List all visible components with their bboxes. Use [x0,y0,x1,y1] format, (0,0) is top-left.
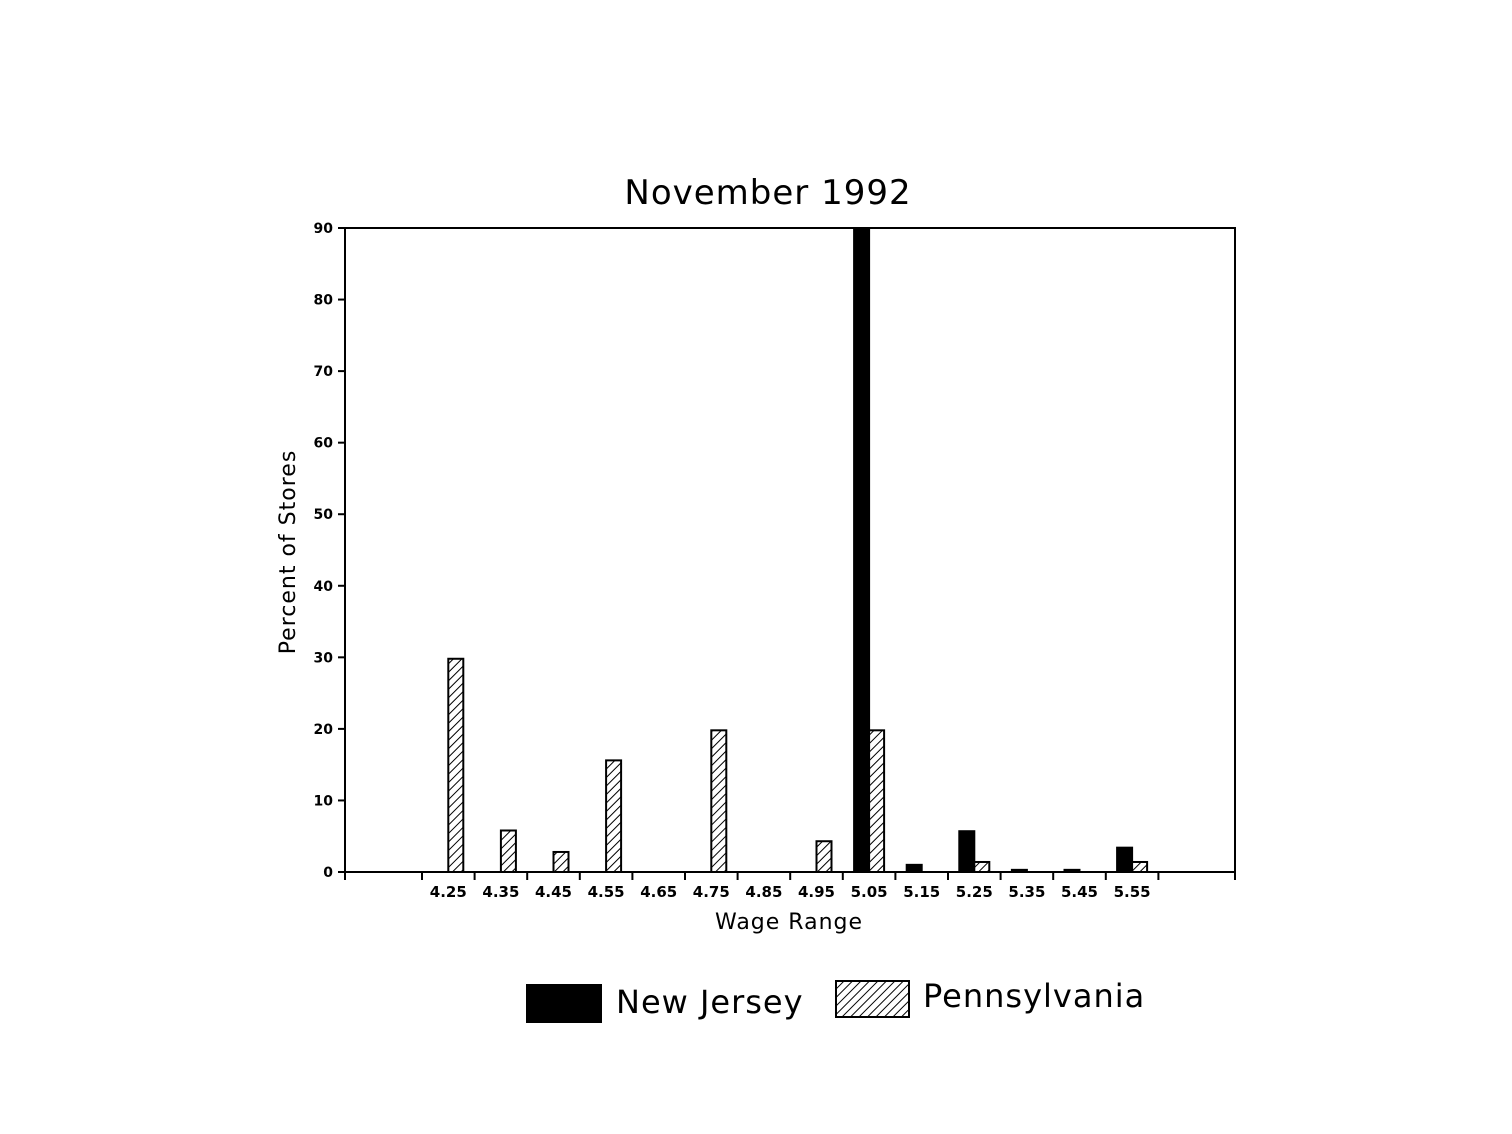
y-tick-label: 50 [314,507,334,523]
x-tick-label: 4.25 [430,883,467,901]
x-tick-label: 4.65 [640,883,677,901]
x-axis: 4.25 4.35 4.45 4.55 4.65 4.75 4.85 4.95 5.05 5.15… [344,872,1236,901]
x-tick-label: 5.55 [1114,883,1151,901]
bar-pennsylvania-4-95 [815,840,833,874]
y-tick-label: 80 [314,293,334,309]
x-tick-label: 4.35 [482,883,519,901]
bar-pennsylvania-4-25 [447,657,465,874]
legend-label-pennsylvania: Pennsylvania [923,977,1145,1015]
chart-title: November 1992 [624,173,911,213]
x-tick-label: 5.25 [956,883,993,901]
legend-label-new-jersey: New Jersey [616,983,804,1021]
bar-new-jersey-5-05 [853,227,871,873]
y-tick-label: 10 [314,793,334,809]
legend-swatch-pennsylvania [835,980,910,1018]
y-axis: 0 10 20 30 40 50 60 70 80 90 [314,221,345,881]
x-axis-label: Wage Range [715,910,863,935]
x-tick-label: 4.85 [745,883,782,901]
bar-pennsylvania-4-45 [552,850,570,873]
bar-new-jersey-5-25 [958,830,976,873]
x-tick-label: 4.95 [798,883,835,901]
plot-area [344,227,1236,873]
bar-new-jersey-5-55 [1116,846,1134,873]
x-tick-label: 4.75 [693,883,730,901]
bar-new-jersey-5-15 [905,863,923,873]
y-tick-label: 40 [314,579,334,595]
y-tick-label: 70 [314,364,334,380]
legend-swatch-new-jersey [526,984,602,1023]
x-tick-label: 5.15 [903,883,940,901]
bar-new-jersey-5-35 [1010,868,1028,873]
bar-pennsylvania-4-55 [605,759,623,874]
y-tick-label: 60 [314,436,334,452]
bar-pennsylvania-5-05 [868,729,886,873]
x-tick-label: 5.35 [1008,883,1045,901]
y-axis-label: Percent of Stores [276,450,301,655]
legend: New Jersey Pennsylvania [526,977,1145,1023]
x-tick-label: 5.05 [851,883,888,901]
bar-new-jersey-5-45 [1063,868,1081,873]
bar-pennsylvania-5-55 [1131,860,1149,874]
y-tick-label: 0 [323,865,333,881]
x-tick-label: 4.55 [588,883,625,901]
y-tick-label: 20 [314,722,334,738]
x-tick-label: 4.45 [535,883,572,901]
bar-pennsylvania-4-75 [710,729,728,873]
bar-pennsylvania-4-35 [499,829,517,874]
x-tick-label: 5.45 [1061,883,1098,901]
bar-pennsylvania-5-25 [973,860,991,874]
y-tick-label: 30 [314,650,334,666]
y-tick-label: 90 [314,221,334,237]
bars [447,227,1149,874]
